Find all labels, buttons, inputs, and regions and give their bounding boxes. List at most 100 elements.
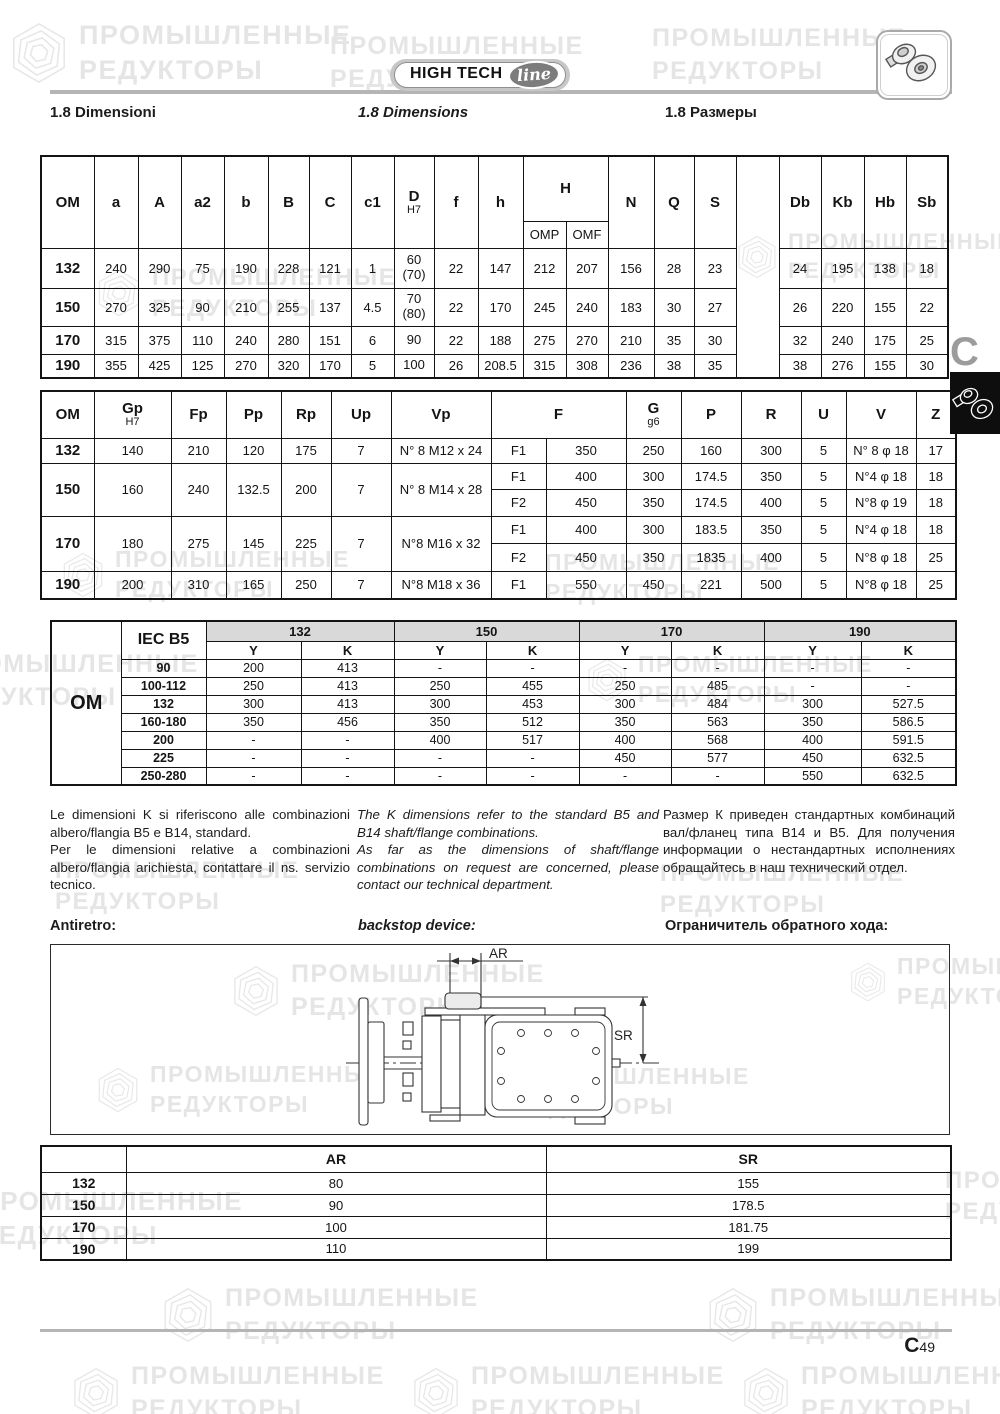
y-value: 350 [205,712,302,732]
col-A: A [137,155,182,249]
section-tab-gear-icon [951,387,994,420]
pp-value: 145 [225,515,282,572]
iec-row-label: 200 [120,730,207,750]
col-sr: SR [545,1145,952,1173]
k-value: 512 [485,712,580,732]
col-up: Up [330,390,392,439]
fp-value: 275 [170,515,227,572]
col-Sb: Sb [905,155,949,249]
section-title-ru: 1.8 Размеры [665,104,757,121]
table-row: 270 [93,287,139,327]
table-row: 450 [625,570,682,600]
table-row: 22 [433,247,479,289]
table-row: 27 [693,287,737,327]
size-group-header: 170 [578,620,765,642]
col-rp: Rp [280,390,332,439]
table-row: 137 [308,287,352,327]
table-row: 90 [393,325,435,355]
corner-blank [40,1145,127,1173]
up-value: 7 [330,462,392,517]
col-b: b [223,155,269,249]
table-row: 195 [820,247,865,289]
fp-value: 310 [170,570,227,600]
col-N: N [607,155,655,249]
table-row: 250 [625,437,682,464]
y-value: - [205,748,302,768]
iec-row-label: 250-280 [120,766,207,786]
col-gp: Gp H7 [93,390,172,439]
brand-text: HIGH TECH [410,65,503,82]
table-row: 290 [137,247,182,289]
table-row: 183 [607,287,655,327]
col-vp: Vp [390,390,492,439]
k-value: 577 [670,748,765,768]
k-value: - [485,748,580,768]
table-row: N°8 φ 19 [845,488,917,517]
row-label-om: 170 [40,325,95,355]
table-row: 174.5 [680,462,742,490]
col-h: h [477,155,524,249]
k-value: - [485,658,580,678]
k-value: 586.5 [860,712,957,732]
y-value: 400 [393,730,487,750]
vp-value: N° 8 M12 x 24 [390,437,492,464]
table-row: 160 [680,437,742,464]
table-row: 400 [740,542,802,572]
col-S: S [693,155,737,249]
size-group-header: 132 [205,620,395,642]
vp-value: N° 8 M14 x 28 [390,462,492,517]
ar-value: 100 [125,1215,547,1239]
col-B: B [267,155,310,249]
table-row: 155 [863,353,907,379]
sr-value: 178.5 [545,1193,952,1217]
table-row: 325 [137,287,182,327]
iec-row-label: 90 [120,658,207,678]
watermark-line2: РЕДУКТОРЫ [131,1394,303,1414]
table-row: 240 [223,325,269,355]
table-row: 5 [800,437,847,464]
table-row: 308 [565,353,609,379]
table-row: 5 [800,462,847,490]
table-row: N°4 φ 18 [845,462,917,490]
iec-row-label: 225 [120,748,207,768]
table-row: 320 [267,353,310,379]
note-italian: Le dimensioni K si riferiscono alle comb… [50,807,350,893]
table-row: 270 [565,325,609,355]
table-row: 174.5 [680,488,742,517]
table-row: 212 [522,247,567,289]
y-value: - [393,748,487,768]
col-p: P [680,390,742,439]
table-row: 220 [820,287,865,327]
col-pp: Pp [225,390,282,439]
table-row: 155 [863,287,907,327]
table-row: 25 [915,570,957,600]
col-om: OM [40,155,95,249]
table-row: 6 [350,325,395,355]
col-C: C [308,155,352,249]
up-value: 7 [330,570,392,600]
k-value: 456 [300,712,395,732]
hexagon-logo-icon [744,1367,788,1414]
iec-b5-label: IEC B5 [120,620,207,660]
k-value: 413 [300,658,395,678]
table-row: 75 [180,247,225,289]
k-value: 453 [485,694,580,714]
col-f: f [433,155,479,249]
hexagon-logo-icon [74,1367,118,1414]
table-row: 35 [653,325,695,355]
table-row: 450 [545,488,627,517]
size-group-header: 190 [763,620,957,642]
table-row: 26 [778,287,822,327]
row-label-om: 190 [40,353,95,379]
col-om: OM [40,390,95,439]
col-D-sub: H7 [406,203,422,216]
sr-dim-label: SR [614,1028,633,1043]
up-value: 7 [330,515,392,572]
watermark-line2: РЕДУКТОРЫ [471,1394,643,1414]
sub-col-y: Y [393,640,487,660]
k-value: 568 [670,730,765,750]
pp-value: 165 [225,570,282,600]
rp-value: 175 [280,437,332,464]
